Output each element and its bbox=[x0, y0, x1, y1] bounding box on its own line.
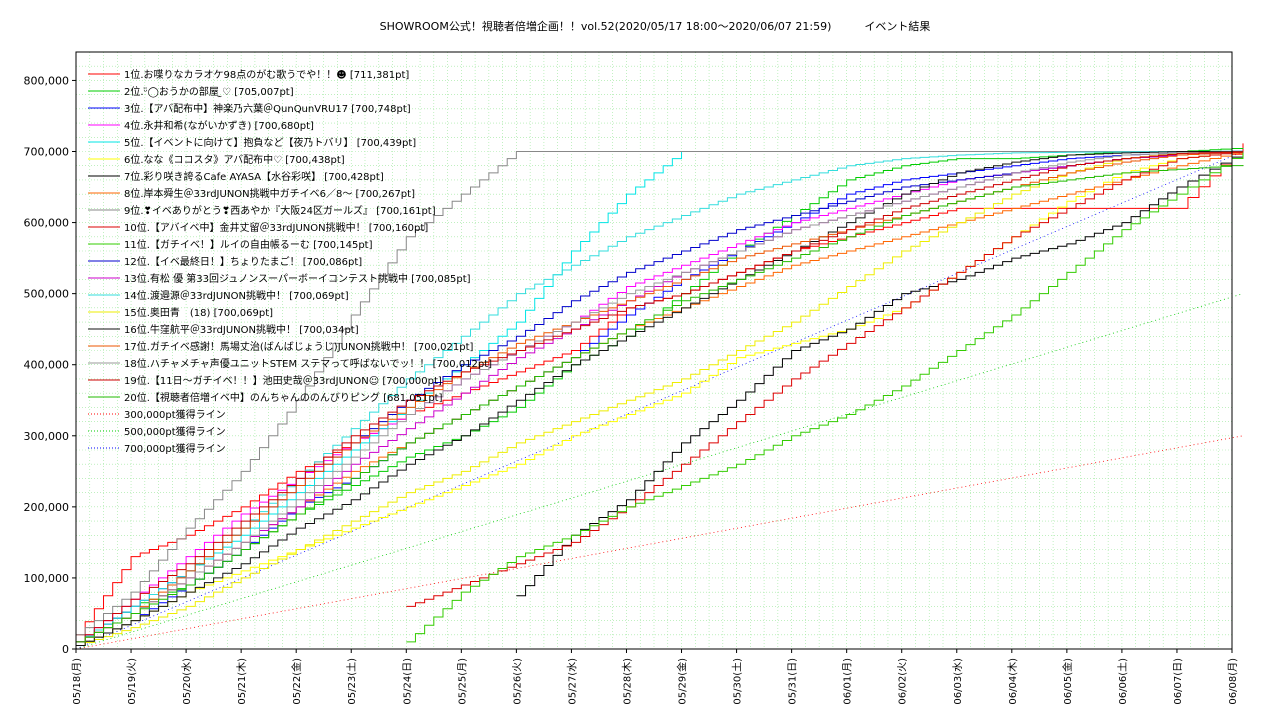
y-tick-label: 0 bbox=[62, 643, 69, 656]
series-line bbox=[76, 151, 1244, 643]
series-line bbox=[406, 151, 1244, 607]
series-line bbox=[516, 151, 1244, 597]
series-line bbox=[76, 150, 1244, 636]
chart-title: SHOWROOM公式！視聴者倍増企画！！vol.52(2020/05/17 18… bbox=[380, 19, 931, 33]
reference-line bbox=[75, 293, 1244, 650]
y-axis: 0 100,000 200,000 300,000 400,000 500,000 600,… bbox=[24, 74, 76, 656]
legend-label: 500,000pt獲得ライン bbox=[124, 425, 226, 438]
x-tick-label: 05/20(水) bbox=[181, 658, 193, 705]
x-tick-label: 05/21(木) bbox=[236, 658, 248, 705]
legend-label: 8位.岸本舜生＠33rdJUNON挑戦中ガチイベ6／8～ [700,267pt] bbox=[124, 187, 415, 200]
y-tick-label: 700,000 bbox=[24, 146, 70, 159]
legend-label: 12位.【イベ最終日！】ちょりたまご！ [700,086pt] bbox=[124, 255, 362, 268]
legend-label: 20位.【視聴者倍増イベ中】のんちゃんののんびりピング [681,051pt] bbox=[124, 391, 443, 404]
legend: 1位.お喋りなカラオケ98点のがむ歌うでや！！☻ [711,381pt] 2位.ᵕ… bbox=[88, 68, 492, 455]
legend-label: 15位.奥田青 (18) [700,069pt] bbox=[124, 306, 273, 319]
x-tick-label: 06/08(月) bbox=[1227, 658, 1239, 705]
legend-label: 1位.お喋りなカラオケ98点のがむ歌うでや！！☻ [711,381pt] bbox=[124, 68, 409, 81]
x-tick-label: 05/31(日) bbox=[788, 658, 799, 705]
reference-line bbox=[75, 435, 1244, 650]
x-tick-label: 05/28(木) bbox=[621, 658, 633, 705]
series-line bbox=[76, 143, 1244, 636]
series-line bbox=[76, 151, 1244, 646]
legend-label: 13位.有松 優 第33回ジュノンスーパーボーイコンテスト挑戦中 [700,08… bbox=[124, 272, 471, 285]
legend-label: 6位.なな《ココスタ》アバ配布中♡ [700,438pt] bbox=[124, 153, 345, 166]
series-line bbox=[76, 164, 1244, 643]
x-tick-label: 06/03(水) bbox=[952, 658, 964, 705]
x-tick-label: 06/07(日) bbox=[1173, 658, 1184, 705]
legend-label: 300,000pt獲得ライン bbox=[124, 408, 226, 421]
legend-label: 18位.ハチャメチャ声優ユニットSTEM ステマって呼ばないでッ！！ [700,… bbox=[124, 357, 492, 370]
x-tick-label: 05/25(月) bbox=[456, 658, 468, 705]
legend-label: 2位.ᵕ̈◯おうかの部屋 ̫♡ [705,007pt] bbox=[124, 85, 294, 98]
x-tick-label: 06/05(金) bbox=[1061, 658, 1074, 705]
legend-label: 14位.渡邉源＠33rdJUNON挑戦中！ [700,069pt] bbox=[124, 289, 349, 302]
x-tick-label: 05/30(土) bbox=[731, 658, 744, 705]
x-tick-label: 06/06(土) bbox=[1116, 658, 1129, 705]
reference-lines bbox=[75, 151, 1244, 650]
legend-label: 700,000pt獲得ライン bbox=[124, 442, 226, 455]
plot-area bbox=[75, 51, 1233, 650]
x-tick-label: 05/22(金) bbox=[290, 658, 303, 705]
series-line bbox=[406, 151, 1244, 643]
legend-label: 11位.【ガチイベ！】ルイの自由帳るーむ [700,145pt] bbox=[124, 238, 373, 251]
series-line bbox=[76, 150, 1244, 646]
x-tick-label: 05/27(水) bbox=[566, 658, 578, 705]
legend-label: 9位.❣イベありがとう❣西あやか『大阪24区ガールズ』 [700,161pt] bbox=[124, 204, 436, 217]
y-tick-label: 400,000 bbox=[24, 359, 70, 372]
x-tick-label: 05/19(火) bbox=[126, 658, 138, 705]
legend-label: 5位.【イベントに向けて】抱負など【夜乃トバリ】 [700,439pt] bbox=[124, 136, 416, 149]
x-tick-label: 05/24(日) bbox=[402, 658, 413, 705]
legend-label: 17位.ガチイベ感謝！馬場丈治(ばんばじょうじ)JUNON挑戦中！ [700,0… bbox=[124, 340, 474, 353]
x-tick-label: 05/23(土) bbox=[345, 658, 358, 705]
x-tick-label: 05/29(金) bbox=[676, 658, 689, 705]
y-tick-label: 600,000 bbox=[24, 217, 70, 230]
legend-label: 19位.【11日～ガチイベ！！】池田史哉＠33rdJUNON☺ [700,000… bbox=[124, 374, 442, 387]
legend-label: 10位.【アバイベ中】金井丈留＠33rdJUNON挑戦中！ [700,160pt… bbox=[124, 221, 428, 234]
y-tick-label: 800,000 bbox=[24, 74, 70, 87]
series-line bbox=[76, 151, 1244, 643]
x-tick-label: 05/18(月) bbox=[71, 658, 83, 705]
series-lines bbox=[76, 143, 1244, 646]
x-tick-label: 06/02(火) bbox=[897, 658, 909, 705]
x-tick-label: 05/26(火) bbox=[511, 658, 523, 705]
legend-label: 3位.【アバ配布中】神楽乃六葉＠QunQunVRU17 [700,748pt] bbox=[124, 102, 411, 115]
x-tick-label: 06/04(木) bbox=[1007, 658, 1019, 705]
y-tick-label: 500,000 bbox=[24, 288, 70, 301]
y-tick-label: 200,000 bbox=[24, 501, 70, 514]
legend-label: 4位.永井和希(ながいかずき) [700,680pt] bbox=[124, 119, 314, 132]
y-tick-label: 100,000 bbox=[24, 572, 70, 585]
x-axis: 05/18(月) 05/19(火) 05/20(水) 05/21(木) 05/22(金)… bbox=[71, 649, 1239, 705]
legend-label: 16位.牛窪航平＠33rdJUNON挑戦中！ [700,034pt] bbox=[124, 323, 359, 336]
x-tick-label: 06/01(月) bbox=[842, 658, 854, 705]
legend-label: 7位.彩り咲き誇るCafe AYASA【水谷彩咲】 [700,428pt] bbox=[124, 170, 384, 183]
y-tick-label: 300,000 bbox=[24, 430, 70, 443]
